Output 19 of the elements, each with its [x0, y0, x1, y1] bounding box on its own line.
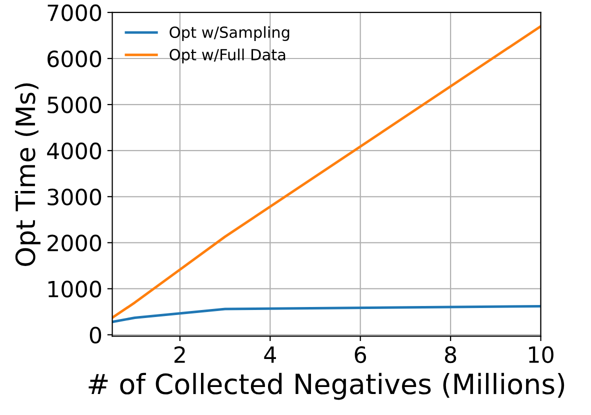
y-tick-label: 4000: [47, 142, 102, 160]
y-tick-label: 3000: [48, 188, 102, 206]
y-tick-label: 5000: [48, 96, 102, 114]
y-tick-label: 7000: [48, 4, 102, 22]
y-tick-label: 0: [90, 326, 102, 344]
line-series: [112, 304, 541, 324]
legend-label: Opt w/Sampling: [170, 26, 290, 41]
line-series: [112, 25, 541, 319]
y-tick-label: 6000: [48, 50, 102, 68]
x-tick-label: 4: [264, 346, 276, 363]
y-axis-title: Opt Time (Ms): [14, 83, 40, 266]
x-axis-title: # of Collected Negatives (Millions): [88, 372, 564, 400]
x-tick-label: 10: [529, 346, 554, 364]
x-tick-label: 8: [444, 346, 456, 364]
y-tick-label: 2000: [48, 234, 102, 252]
x-tick-label: 2: [174, 346, 185, 363]
legend-label: Opt w/Full Data: [170, 48, 286, 64]
y-tick-label: 1000: [48, 280, 102, 298]
x-tick-label: 6: [354, 346, 366, 364]
